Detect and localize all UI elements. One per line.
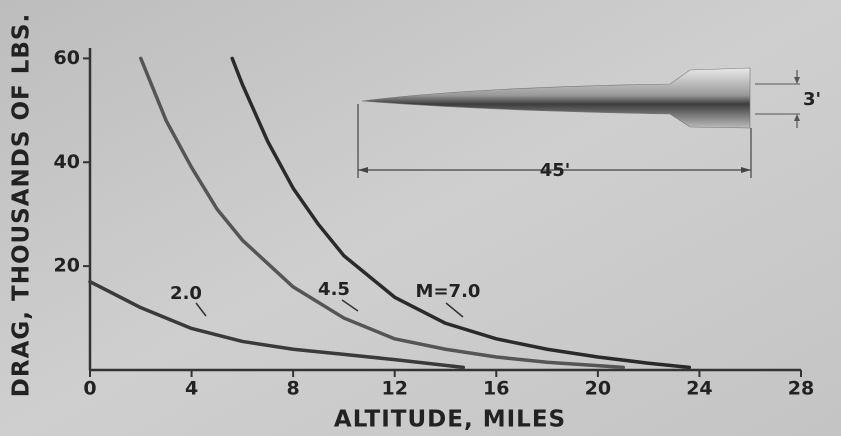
x-tick-label: 28: [788, 378, 814, 400]
x-tick-label: 16: [483, 378, 509, 400]
series-line: [88, 279, 466, 370]
y-tick-label: 60: [54, 47, 80, 69]
y-tick-label: 20: [54, 255, 80, 277]
rocket-diagram: 3' 45': [357, 67, 821, 181]
label-leader: [445, 302, 464, 318]
x-tick-label: 24: [686, 378, 712, 400]
series-line: [139, 56, 625, 370]
x-tick-label: 20: [585, 378, 611, 400]
y-tick-label: 40: [54, 151, 80, 173]
diameter-label: 3': [803, 89, 821, 110]
x-tick-label: 8: [287, 378, 300, 400]
series-label: M=7.0: [416, 281, 481, 302]
length-label: 45': [540, 160, 571, 181]
x-tick-label: 4: [185, 378, 198, 400]
series-label: 4.5: [318, 279, 350, 300]
series-label: 2.0: [170, 283, 202, 304]
label-leader: [341, 299, 359, 312]
label-leader: [195, 302, 207, 317]
x-tick-label: 12: [381, 378, 407, 400]
x-tick-label: 0: [83, 378, 96, 400]
x-axis-title: ALTITUDE, MILES: [334, 407, 566, 433]
series-line: [230, 56, 692, 370]
y-axis-title: DRAG, THOUSANDS OF LBS.: [9, 13, 35, 397]
